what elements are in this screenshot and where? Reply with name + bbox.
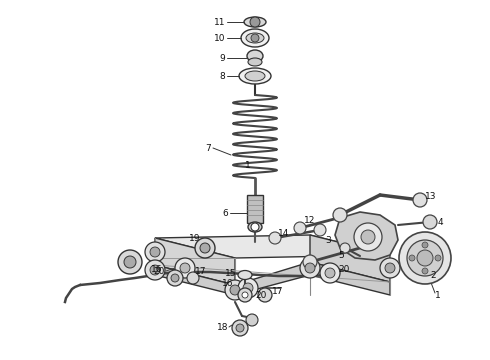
Circle shape — [225, 280, 245, 300]
Circle shape — [314, 224, 326, 236]
Circle shape — [340, 243, 350, 253]
Circle shape — [175, 258, 195, 278]
Text: 19: 19 — [189, 234, 200, 243]
Circle shape — [303, 255, 317, 269]
Text: 7: 7 — [205, 144, 211, 153]
Text: 4: 4 — [438, 217, 443, 226]
Circle shape — [250, 17, 260, 27]
Text: 9: 9 — [219, 54, 225, 63]
Circle shape — [354, 223, 382, 251]
Text: 20: 20 — [255, 291, 267, 300]
Circle shape — [413, 193, 427, 207]
Circle shape — [258, 288, 272, 302]
Circle shape — [243, 283, 253, 293]
Circle shape — [385, 263, 395, 273]
Circle shape — [236, 324, 244, 332]
Circle shape — [435, 255, 441, 261]
Circle shape — [150, 247, 160, 257]
Text: 5: 5 — [338, 251, 344, 260]
Bar — [247, 195, 263, 223]
Text: 20: 20 — [338, 266, 349, 274]
Text: 16: 16 — [150, 266, 162, 274]
Circle shape — [238, 288, 252, 302]
Circle shape — [200, 243, 210, 253]
Circle shape — [300, 258, 320, 278]
Circle shape — [325, 268, 335, 278]
Text: 13: 13 — [425, 192, 437, 201]
Text: 15: 15 — [224, 269, 236, 278]
Circle shape — [145, 242, 165, 262]
Polygon shape — [155, 238, 235, 285]
Text: 12: 12 — [304, 216, 316, 225]
Circle shape — [423, 215, 437, 229]
Text: 17: 17 — [272, 288, 284, 297]
Ellipse shape — [246, 33, 264, 43]
Ellipse shape — [241, 29, 269, 47]
Text: 11: 11 — [214, 18, 225, 27]
Text: 17: 17 — [195, 267, 206, 276]
Circle shape — [230, 285, 240, 295]
Ellipse shape — [248, 222, 262, 232]
Text: 18: 18 — [217, 324, 228, 333]
Text: 6: 6 — [222, 208, 228, 217]
Ellipse shape — [239, 68, 271, 84]
Circle shape — [246, 314, 258, 326]
Ellipse shape — [245, 71, 265, 81]
Text: 3: 3 — [325, 235, 331, 244]
Circle shape — [167, 270, 183, 286]
Circle shape — [305, 263, 315, 273]
Text: 16: 16 — [221, 279, 233, 288]
Circle shape — [407, 240, 443, 276]
Ellipse shape — [247, 50, 263, 62]
Circle shape — [409, 255, 415, 261]
Polygon shape — [310, 235, 390, 282]
Circle shape — [333, 208, 347, 222]
Circle shape — [187, 272, 199, 284]
Circle shape — [195, 238, 215, 258]
Circle shape — [180, 263, 190, 273]
Text: 8: 8 — [219, 72, 225, 81]
Polygon shape — [335, 212, 398, 260]
Circle shape — [242, 292, 248, 298]
Text: 2: 2 — [430, 270, 436, 279]
Text: 1: 1 — [245, 161, 251, 170]
Text: 1: 1 — [435, 291, 441, 300]
Circle shape — [294, 222, 306, 234]
Circle shape — [150, 265, 160, 275]
Circle shape — [422, 242, 428, 248]
Text: 10: 10 — [214, 33, 225, 42]
Circle shape — [417, 250, 433, 266]
Ellipse shape — [238, 270, 252, 279]
Circle shape — [238, 278, 258, 298]
Circle shape — [320, 263, 340, 283]
Ellipse shape — [248, 58, 262, 66]
Circle shape — [145, 260, 165, 280]
Circle shape — [232, 320, 248, 336]
Circle shape — [251, 34, 259, 42]
Text: 20: 20 — [154, 267, 165, 276]
Circle shape — [124, 256, 136, 268]
Circle shape — [171, 274, 179, 282]
Polygon shape — [155, 235, 390, 258]
Circle shape — [118, 250, 142, 274]
Text: 14: 14 — [278, 229, 290, 238]
Circle shape — [361, 230, 375, 244]
Polygon shape — [155, 262, 390, 295]
Circle shape — [251, 223, 259, 231]
Ellipse shape — [244, 17, 266, 27]
Circle shape — [380, 258, 400, 278]
Circle shape — [269, 232, 281, 244]
Circle shape — [422, 268, 428, 274]
Circle shape — [399, 232, 451, 284]
